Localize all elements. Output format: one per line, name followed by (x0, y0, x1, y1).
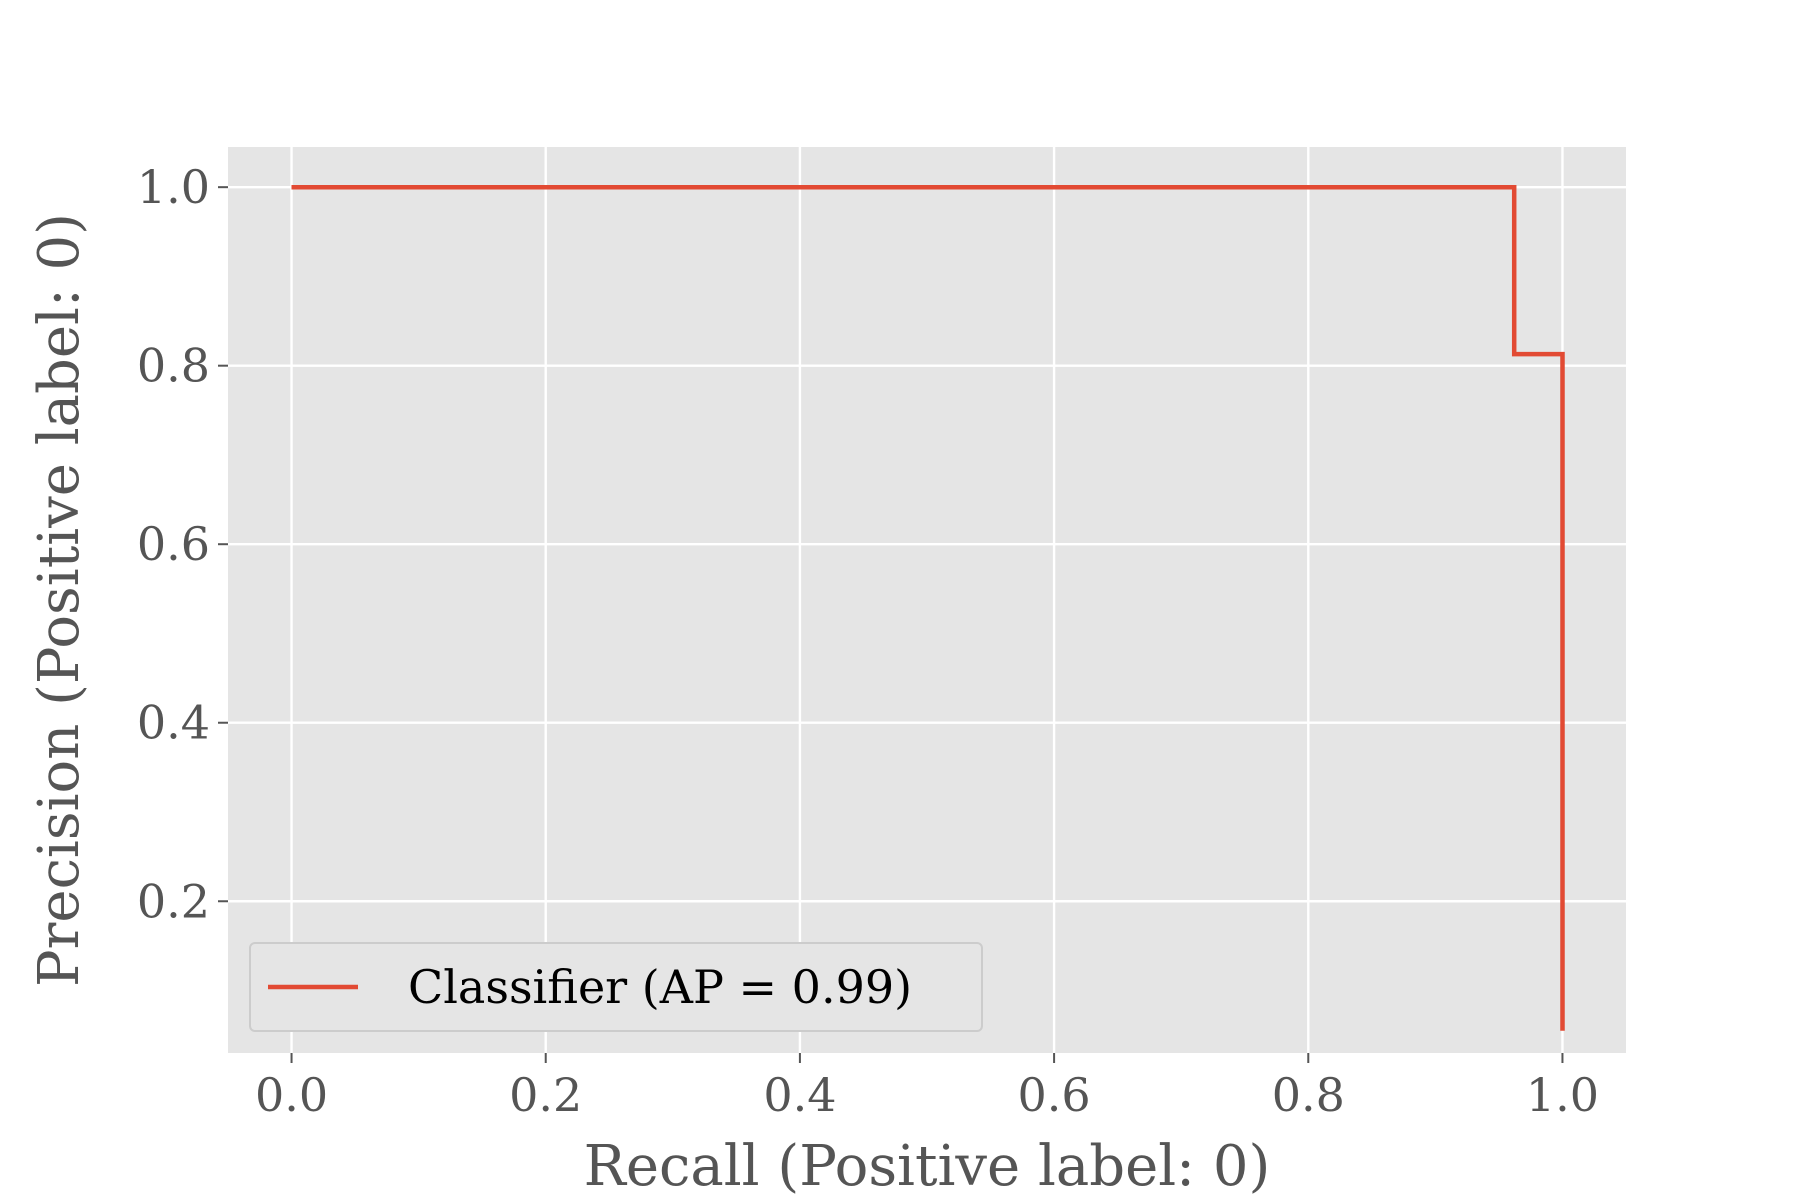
legend: Classifier (AP = 0.99) (249, 942, 983, 1032)
y-axis-label: Precision (Positive label: 0) (27, 213, 92, 987)
y-tick-label: 0.8 (137, 339, 210, 393)
x-ticks: 0.0 0.2 0.4 0.6 0.8 1.0 (255, 1053, 1599, 1122)
series-line-classifier (291, 184, 1565, 1031)
plot-area (228, 147, 1626, 1053)
x-tick-label: 0.6 (1018, 1068, 1091, 1122)
x-tick-label: 0.0 (255, 1068, 328, 1122)
series-group (291, 184, 1565, 1031)
legend-label-classifier: Classifier (AP = 0.99) (408, 960, 912, 1014)
x-tick-label: 0.8 (1272, 1068, 1345, 1122)
y-tick-label: 0.2 (137, 874, 210, 928)
x-tick-label: 0.4 (763, 1068, 836, 1122)
y-ticks: 0.2 0.4 0.6 0.8 1.0 (137, 160, 228, 928)
x-tick-label: 0.2 (509, 1068, 582, 1122)
y-tick-label: 1.0 (137, 160, 210, 214)
x-tick-label: 1.0 (1526, 1068, 1599, 1122)
y-tick-label: 0.4 (137, 696, 210, 750)
x-axis-label: Recall (Positive label: 0) (584, 1134, 1271, 1199)
legend-box (249, 942, 983, 1032)
y-tick-label: 0.6 (137, 517, 210, 571)
